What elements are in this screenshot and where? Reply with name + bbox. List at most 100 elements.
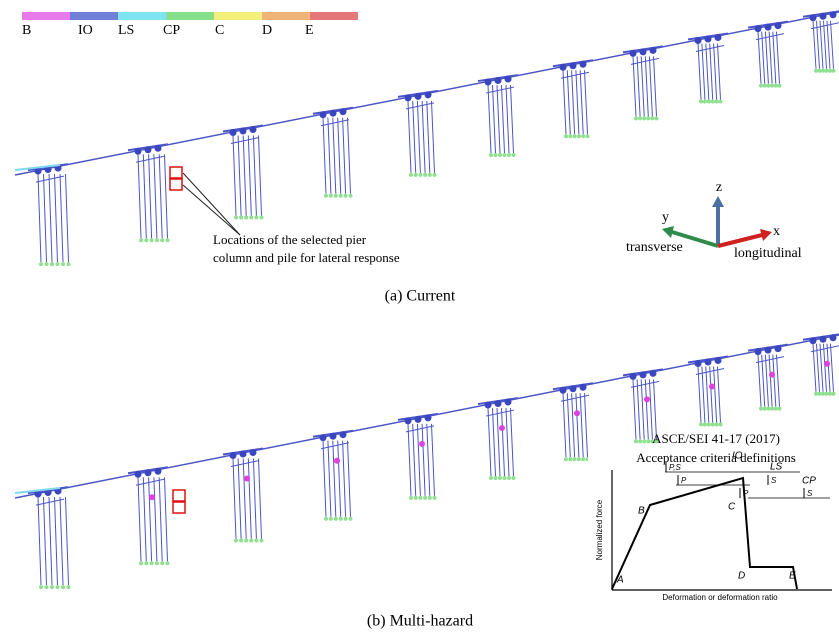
support [766,84,770,88]
bearing [330,110,337,117]
bearing [485,402,492,409]
support [763,407,767,411]
point-label: D [738,571,745,582]
bearing [405,94,412,101]
bearing [705,359,712,366]
plastic-hinge [769,372,775,378]
bearing [810,14,817,21]
support [814,392,818,396]
support [239,216,243,220]
bearing [715,34,722,41]
support [577,134,581,138]
support [828,69,832,73]
bearing [320,434,327,441]
bearing [640,48,647,55]
support [150,238,154,242]
bearing [650,370,657,377]
support [39,585,43,589]
bearing [155,145,162,152]
support [715,100,719,104]
support [821,392,825,396]
support [715,423,719,427]
support [339,517,343,521]
support [489,476,493,480]
plastic-hinge [824,361,830,367]
annotation: column and pile for lateral response [213,250,400,265]
support [155,561,159,565]
bearing [250,126,257,133]
support [244,539,248,543]
support [564,457,568,461]
axis-label: x [773,224,780,239]
caption: (b) Multi-hazard [367,613,473,630]
support [139,238,143,242]
support [581,457,585,461]
support [655,116,659,120]
support [573,457,577,461]
support [512,476,516,480]
axis-label: y [662,210,669,225]
support [507,476,511,480]
support [825,69,829,73]
bearing [560,64,567,71]
bearing [715,357,722,364]
support [699,100,703,104]
bearing [145,146,152,153]
support [254,216,258,220]
bearing [640,371,647,378]
support [339,194,343,198]
bearing [425,414,432,421]
legend-swatch [118,12,166,20]
point-label: B [638,506,645,517]
bearing [495,77,502,84]
bearing [775,22,782,29]
support [234,539,238,543]
bearing [240,451,247,458]
support [568,457,572,461]
bearing [570,62,577,69]
support [144,238,148,242]
support [586,134,590,138]
support [564,134,568,138]
bearing [580,61,587,68]
bearing [505,399,512,406]
bearing [405,417,412,424]
bearing [570,385,577,392]
support [642,116,646,120]
support [249,216,253,220]
support [423,173,427,177]
marker-label: P [743,489,749,498]
level-label: CP [802,476,816,487]
support [638,439,642,443]
support [832,69,836,73]
support [703,423,707,427]
bearing [830,11,837,18]
support [763,84,767,88]
legend-label: E [305,23,314,38]
support [707,423,711,427]
support [423,496,427,500]
bearing [820,13,827,20]
support [825,392,829,396]
support [832,392,836,396]
level-label: IO [732,451,743,462]
support [239,539,243,543]
support [770,84,774,88]
bearing [145,469,152,476]
bearing [415,93,422,100]
bearing [415,416,422,423]
support [166,561,170,565]
support [139,561,143,565]
support [719,423,723,427]
support [144,561,148,565]
support [234,216,238,220]
bearing [505,76,512,83]
support [503,153,507,157]
bearing [425,91,432,98]
support [329,517,333,521]
bearing [330,433,337,440]
support [573,134,577,138]
support [818,69,822,73]
support [428,496,432,500]
support [67,585,71,589]
